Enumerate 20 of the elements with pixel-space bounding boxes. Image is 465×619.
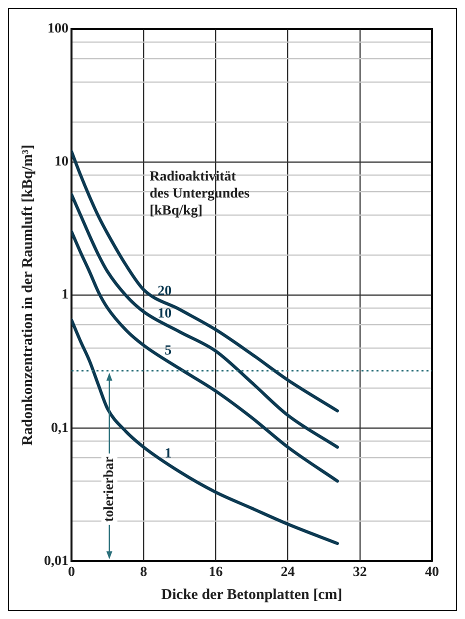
x-tick-label: 40 bbox=[425, 565, 439, 580]
annotation: tolerierbar bbox=[102, 456, 117, 522]
x-tick-label: 8 bbox=[140, 565, 148, 580]
y-tick-label: 10 bbox=[54, 154, 68, 170]
y-tick-label: 0,1 bbox=[51, 420, 68, 436]
series-label: 5 bbox=[164, 343, 172, 358]
legend-title: Radioaktivität des Untergundes [kBq/kg] bbox=[150, 170, 250, 219]
y-tick-label: 1 bbox=[62, 288, 68, 303]
line-series bbox=[72, 318, 339, 546]
x-tick-label: 32 bbox=[352, 565, 367, 580]
x-tick-label: 16 bbox=[208, 565, 223, 580]
line-series bbox=[72, 150, 339, 412]
x-axis-title: Dicke der Betonplatten [cm] bbox=[161, 586, 342, 603]
y-tick-label: 0,01 bbox=[44, 554, 68, 569]
series-label: 10 bbox=[158, 306, 172, 322]
x-tick-label: 0 bbox=[68, 565, 75, 580]
series-label: 1 bbox=[164, 446, 172, 462]
y-axis-title: Radonkonzentration in der Raumluft [kBq/m³] bbox=[20, 144, 36, 446]
x-tick-label: 24 bbox=[280, 565, 295, 580]
y-tick-label: 100 bbox=[48, 22, 68, 37]
